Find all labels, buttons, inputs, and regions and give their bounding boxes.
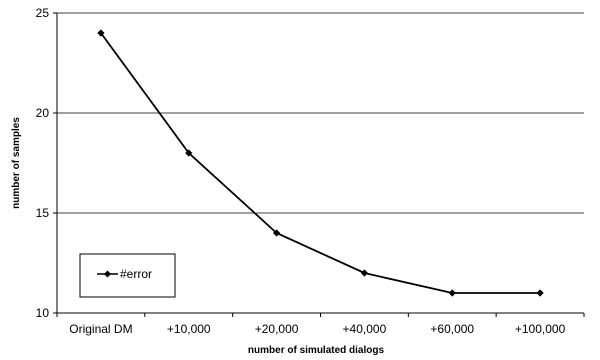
x-axis-title: number of simulated dialogs — [248, 345, 385, 356]
data-point — [272, 229, 281, 237]
legend-box — [79, 253, 176, 298]
x-tick-label: +20,000 — [255, 322, 299, 336]
y-tick-label: 15 — [36, 206, 50, 220]
x-tick-label: +100,000 — [515, 322, 566, 336]
y-tick-label: 25 — [36, 6, 50, 20]
x-tick-label: +40,000 — [343, 322, 387, 336]
data-point — [185, 149, 193, 157]
legend: #error — [79, 253, 176, 298]
grid — [57, 12, 584, 214]
data-point — [536, 289, 544, 297]
data-point — [448, 289, 456, 297]
x-tick-label: +10,000 — [167, 322, 211, 336]
legend-marker-diamond — [104, 270, 111, 278]
x-tick-label: +60,000 — [430, 322, 474, 336]
axes — [53, 12, 585, 317]
x-tick-label: Original DM — [69, 322, 132, 336]
y-axis-title: number of samples — [11, 117, 22, 209]
data-point — [360, 269, 369, 277]
y-tick-label: 10 — [36, 306, 50, 320]
legend-label: #error — [120, 267, 152, 281]
tick-labels: 10 15 20 25 Original DM +10,000 +20,000 +40,000… — [36, 6, 566, 336]
series-area — [97, 29, 544, 297]
series-line-0 — [100, 32, 541, 294]
y-tick-label: 20 — [36, 106, 50, 120]
data-point — [97, 29, 105, 37]
